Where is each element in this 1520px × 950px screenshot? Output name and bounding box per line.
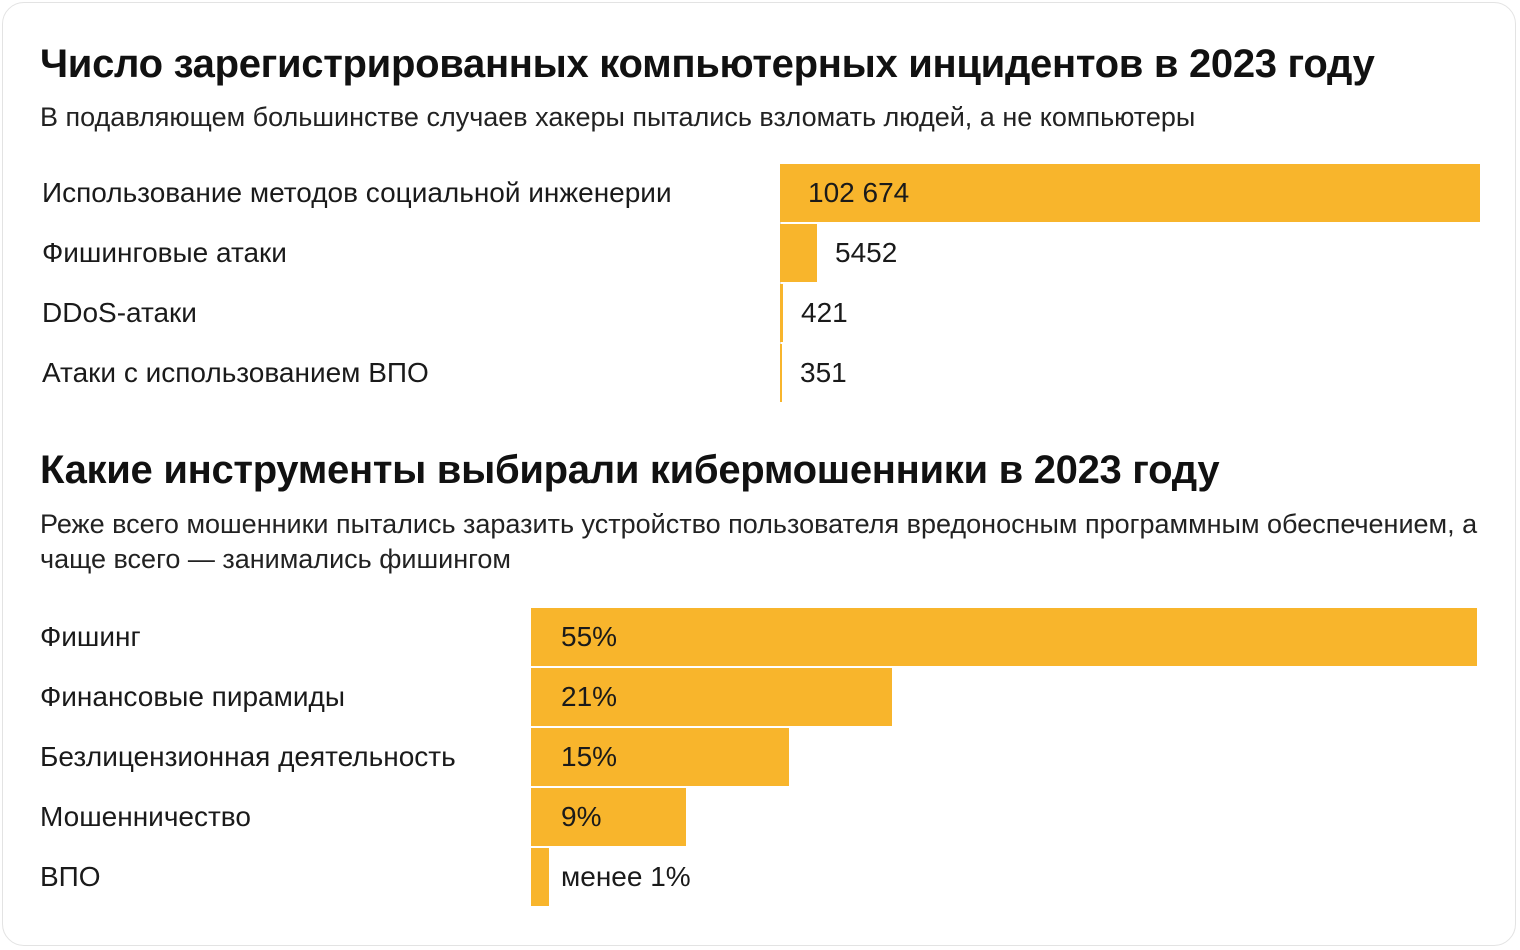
chart-title: Число зарегистрированных компьютерных ин… — [40, 42, 1375, 86]
category-label: Фишинг — [40, 621, 141, 652]
chart-title: Какие инструменты выбирали кибермошенник… — [40, 448, 1220, 492]
value-label: 5452 — [835, 237, 898, 268]
category-label: ВПО — [40, 861, 101, 892]
category-label: DDoS-атаки — [42, 297, 197, 328]
bar — [780, 284, 783, 342]
value-label: менее 1% — [561, 861, 691, 892]
category-label: Финансовые пирамиды — [40, 681, 345, 712]
value-label: 15% — [561, 741, 618, 772]
category-label: Безлицензионная деятельность — [40, 741, 456, 772]
chart-subtitle: В подавляющем большинстве случаев хакеры… — [40, 102, 1196, 132]
category-label: Атаки с использованием ВПО — [42, 357, 429, 388]
bar — [531, 788, 686, 846]
bar — [780, 164, 1480, 222]
bar — [531, 728, 789, 786]
chart-subtitle: Реже всего мошенники пытались заразить у… — [40, 509, 1478, 574]
category-label: Фишинговые атаки — [42, 237, 287, 268]
value-label: 421 — [801, 297, 848, 328]
bar — [780, 344, 782, 402]
value-label: 351 — [800, 357, 847, 388]
category-label: Мошенничество — [40, 801, 251, 832]
baseline-axis — [780, 164, 781, 402]
value-label: 102 674 — [808, 177, 910, 208]
value-label: 21% — [561, 681, 618, 712]
value-label: 55% — [561, 621, 618, 652]
bar — [531, 608, 1477, 666]
bar — [531, 668, 892, 726]
category-label: Использование методов социальной инженер… — [42, 177, 672, 208]
value-label: 9% — [561, 801, 602, 832]
bar — [531, 848, 549, 906]
bar — [780, 224, 817, 282]
